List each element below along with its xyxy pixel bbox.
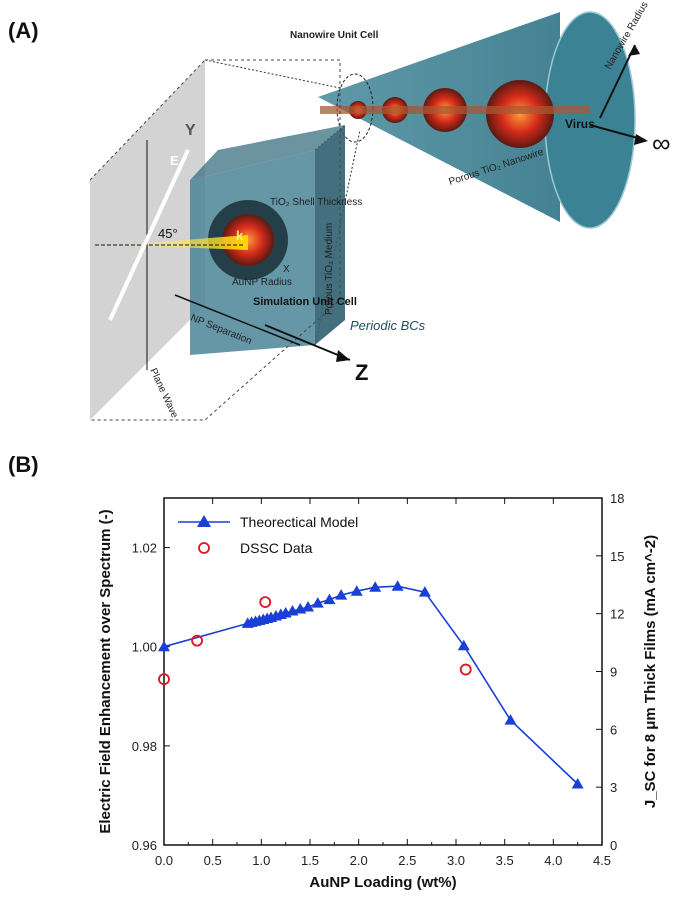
- model-marker: [158, 640, 170, 652]
- legend-model-marker: [197, 515, 211, 527]
- y2-axis-title: J_SC for 8 μm Thick Films (mA cm^-2): [642, 535, 659, 808]
- model-marker: [369, 581, 382, 592]
- diagram-label-aunp-radius: AuNP Radius: [232, 277, 292, 288]
- radius-arrow: [599, 44, 636, 119]
- model-marker: [418, 586, 431, 597]
- diagram-label-z: Z: [355, 360, 368, 385]
- box-side: [315, 125, 345, 345]
- infinity-arrow-head: [634, 134, 648, 145]
- y2-tick-label: 6: [610, 722, 617, 737]
- diagram-label-e: E: [170, 153, 179, 168]
- z-axis-line: [264, 324, 351, 361]
- zoom-line-top: [204, 59, 341, 89]
- x-tick-label: 0.5: [204, 853, 222, 868]
- diagram-label-porous-medium: Porous TiO₂ Medium: [324, 223, 335, 315]
- x-tick-label: 2.0: [350, 853, 368, 868]
- z-axis-head: [336, 350, 350, 362]
- x-tick-label: 4.0: [544, 853, 562, 868]
- np-separation-arrow: [174, 294, 301, 346]
- y2-tick-label: 15: [610, 549, 624, 564]
- y-tick-label: 0.96: [132, 838, 157, 853]
- model-marker: [302, 601, 315, 612]
- x-axis-title: AuNP Loading (wt%): [309, 874, 456, 891]
- diagram-label-x: X: [283, 264, 290, 275]
- model-marker: [323, 593, 336, 605]
- box-outline: [90, 59, 341, 421]
- panel-a-label: (A): [8, 18, 39, 43]
- x-tick-label: 3.5: [496, 853, 514, 868]
- y2-tick-label: 18: [610, 491, 624, 506]
- y2-tick-label: 0: [610, 838, 617, 853]
- e-field-arrow: [108, 149, 190, 321]
- x-tick-label: 0.0: [155, 853, 173, 868]
- model-marker: [350, 585, 363, 596]
- x-tick-label: 1.5: [301, 853, 319, 868]
- dssc-marker: [158, 673, 170, 686]
- diagram-label-periodic-bcs: Periodic BCs: [350, 318, 426, 333]
- legend-model-label: Theorectical Model: [240, 514, 358, 530]
- dssc-marker: [191, 634, 203, 647]
- x-tick-label: 3.0: [447, 853, 465, 868]
- y2-tick-label: 12: [610, 607, 624, 622]
- x-tick-label: 4.5: [593, 853, 611, 868]
- diagram-label-y: Y: [185, 122, 196, 139]
- x-tick-label: 2.5: [398, 853, 416, 868]
- model-marker: [504, 714, 517, 725]
- y-tick-label: 0.98: [132, 739, 157, 754]
- diagram-label-virus: Virus: [565, 117, 595, 131]
- legend-dssc-marker: [198, 542, 210, 554]
- panel-b-label: (B): [8, 452, 39, 477]
- box-top: [190, 125, 345, 180]
- legend-dssc-label: DSSC Data: [240, 540, 313, 556]
- model-marker: [571, 778, 584, 789]
- y2-tick-label: 3: [610, 780, 617, 795]
- virus-core: [320, 106, 590, 114]
- model-marker: [335, 589, 348, 600]
- radius-arrow-head: [628, 45, 640, 56]
- theoretical-model-line: [163, 585, 579, 785]
- plot-frame: [163, 497, 603, 846]
- diagram-label-nanowire-unit-cell: Nanowire Unit Cell: [290, 30, 379, 41]
- y-axis-title: Electric Field Enhancement over Spectrum…: [97, 509, 114, 833]
- y-tick-label: 1.02: [132, 541, 157, 556]
- dssc-marker: [259, 596, 272, 608]
- box-outline-diag: [89, 59, 206, 181]
- model-marker: [457, 639, 470, 651]
- diagram-label-angle: 45°: [158, 226, 178, 241]
- model-marker: [311, 597, 324, 608]
- y2-tick-label: 9: [610, 665, 617, 680]
- schematic-diagram: Nanowire Unit Cell Nanowire Radius Virus…: [89, 0, 671, 421]
- diagram-label-simulation-unit-cell: Simulation Unit Cell: [253, 296, 357, 308]
- diagram-label-k: k: [236, 228, 244, 243]
- x-tick-label: 1.0: [252, 853, 270, 868]
- dssc-marker: [459, 663, 472, 676]
- wave-beam: [120, 235, 248, 250]
- diagram-label-shell: TiO₂ Shell Thickness: [270, 197, 362, 208]
- model-marker: [391, 580, 404, 591]
- y-tick-label: 1.00: [132, 640, 157, 655]
- diagram-label-infinity: ∞: [652, 128, 671, 158]
